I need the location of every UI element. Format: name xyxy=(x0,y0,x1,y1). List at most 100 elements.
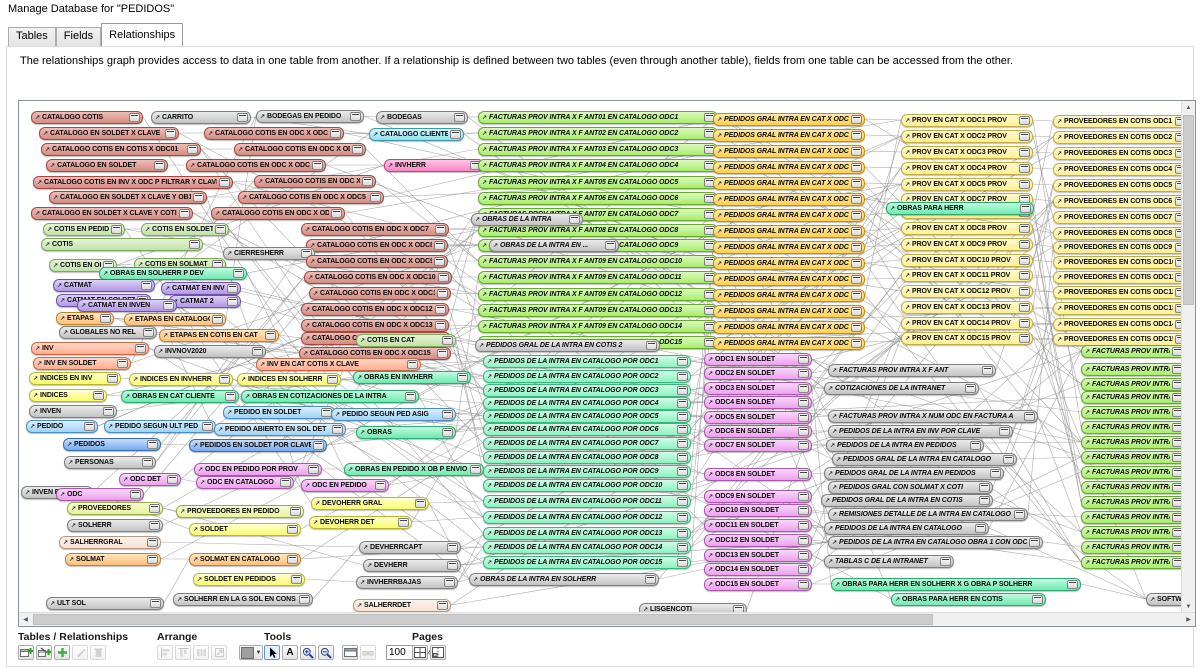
table-occurrence[interactable]: ↗ PEDIDOS DE LA INTRA EN CATALOGO POR ODC… xyxy=(483,479,691,492)
collapse-button[interactable] xyxy=(142,458,153,467)
table-occurrence[interactable]: ↗ OBRAS EN COTIZACIONES DE LA INTRA xyxy=(241,390,419,403)
table-occurrence[interactable]: ↗ OBRAS DE LA INTRA EN SOLHERR xyxy=(469,573,659,586)
collapse-button[interactable] xyxy=(1019,132,1030,141)
collapse-button[interactable] xyxy=(1172,393,1182,402)
collapse-button[interactable] xyxy=(1029,538,1040,547)
table-occurrence[interactable]: ↗FACTURAS PROV INTRA X F ANT09 EN CATALO… xyxy=(478,288,718,301)
table-occurrence[interactable]: ↗ PEDIDOS DE LA INTRA EN CATALOGO POR ODC… xyxy=(483,370,691,383)
table-occurrence[interactable]: ↗ OBRAS EN SOLHERR P DEV xyxy=(99,267,247,280)
table-occurrence[interactable]: ↗ FACTURAS PROV INTRA X NUM ODC EN FACTUR… xyxy=(828,410,1038,423)
collapse-button[interactable] xyxy=(442,428,453,437)
collapse-button[interactable] xyxy=(851,243,862,252)
collapse-button[interactable] xyxy=(798,413,809,422)
relationships-graph[interactable]: ↗ CATALOGO COTIS ↗ CARRITO ↗ BODEGAS EN PEDID… xyxy=(18,100,1196,627)
table-occurrence[interactable]: ↗ OBRAS PARA HERR xyxy=(886,202,1034,215)
table-occurrence[interactable]: ↗ INDICES EN INV xyxy=(29,372,121,385)
table-occurrence[interactable]: ↗ PROVEEDORES EN COTIS ODC5 xyxy=(1053,179,1182,192)
collapse-button[interactable] xyxy=(645,575,656,584)
table-occurrence[interactable]: ↗ TABLAS C DE LA INTRANET xyxy=(824,555,954,568)
collapse-button[interactable] xyxy=(798,355,809,364)
collapse-button[interactable] xyxy=(1175,181,1182,190)
table-occurrence[interactable]: ↗CATMAT 2 xyxy=(169,295,241,308)
table-occurrence[interactable]: ↗ COTIS EN CAT xyxy=(356,334,456,347)
collapse-button[interactable] xyxy=(437,289,448,298)
collapse-button[interactable] xyxy=(84,422,95,431)
table-occurrence[interactable]: ↗ ODC EN PEDIDO POR PROV xyxy=(194,463,322,476)
table-occurrence[interactable]: ↗ FACTURAS PROV INTRA X F ANT08 EN CATALO… xyxy=(478,224,718,237)
table-occurrence[interactable]: ↗ PEDIDOS DE LA INTRA EN CATALOGO POR ODC… xyxy=(483,511,691,524)
table-occurrence[interactable]: ↗ ODC EN CATALOGO xyxy=(196,476,294,489)
table-occurrence[interactable]: ↗ PEDIDO SEGUN PED ASIG xyxy=(331,408,456,421)
table-occurrence[interactable]: ↗ DEVHERRCAPT xyxy=(359,541,461,554)
collapse-button[interactable] xyxy=(677,481,688,490)
collapse-button[interactable] xyxy=(1019,256,1030,265)
collapse-button[interactable] xyxy=(299,595,310,604)
table-occurrence[interactable]: ↗ PEDIDOS GRAL INTRA EN CAT X ODC4 xyxy=(713,161,865,174)
collapse-button[interactable] xyxy=(1067,580,1078,589)
collapse-button[interactable] xyxy=(350,112,361,121)
collapse-button[interactable] xyxy=(677,543,688,552)
table-occurrence[interactable]: ↗ PROVEEDORES EN COTIS ODC8 xyxy=(1053,227,1182,240)
table-occurrence[interactable]: ↗ CARRITO xyxy=(151,111,251,124)
collapse-button[interactable] xyxy=(1175,320,1182,329)
table-occurrence[interactable]: ↗ PEDIDOS DE LA INTRA EN INV POR CLAVE xyxy=(828,425,1013,438)
table-occurrence[interactable]: ↗ PEDIDOS EN SOLDET POR CLAVE xyxy=(189,439,327,452)
table-occurrence[interactable]: ↗ OBRAS DE LA INTRA xyxy=(471,213,583,226)
table-occurrence[interactable]: ↗ INDICES xyxy=(29,389,107,402)
table-occurrence[interactable]: ↗ PROVEEDORES EN COTIS ODC6 xyxy=(1053,195,1182,208)
collapse-button[interactable] xyxy=(237,113,248,122)
collapse-button[interactable] xyxy=(798,398,809,407)
page-breaks-button[interactable] xyxy=(430,645,446,660)
table-occurrence[interactable]: ↗ CATALOGO EN SOLDET X CLAVE xyxy=(39,127,179,140)
table-occurrence[interactable]: ↗ CATALOGO COTIS EN ODC X ODC8 xyxy=(306,239,448,252)
collapse-button[interactable] xyxy=(405,392,416,401)
collapse-button[interactable] xyxy=(979,496,990,505)
collapse-button[interactable] xyxy=(291,575,302,584)
collapse-button[interactable] xyxy=(193,193,204,202)
collapse-button[interactable] xyxy=(362,177,373,186)
scroll-down-arrow-icon[interactable]: ▼ xyxy=(1185,603,1192,610)
table-occurrence[interactable]: ↗ PEDIDOS DE LA INTRA EN CATALOGO POR ODC… xyxy=(483,384,691,397)
collapse-button[interactable] xyxy=(167,475,178,484)
page-grid-button[interactable] xyxy=(412,645,428,660)
collapse-button[interactable] xyxy=(982,366,993,375)
collapse-button[interactable] xyxy=(1175,273,1182,282)
table-occurrence[interactable]: ↗ ODC15 EN SOLDET xyxy=(704,578,812,591)
table-occurrence[interactable]: ↗FACTURAS PROV INTRA X F ANT09 EN CATALO… xyxy=(478,271,718,284)
table-occurrence[interactable]: ↗ CATMAT EN INVEN xyxy=(77,299,177,312)
collapse-button[interactable] xyxy=(447,543,458,552)
collapse-button[interactable] xyxy=(1020,204,1031,213)
collapse-button[interactable] xyxy=(1175,117,1182,126)
collapse-button[interactable] xyxy=(212,315,223,324)
text-tool-button[interactable]: A xyxy=(282,645,298,660)
collapse-button[interactable] xyxy=(1175,213,1182,222)
table-occurrence[interactable]: ↗ PEDIDOS DE LA INTRA EN CATALOGO POR ODC… xyxy=(483,355,691,368)
collapse-button[interactable] xyxy=(1172,543,1182,552)
table-occurrence[interactable]: ↗ PEDIDOS DE LA INTRA EN CATALOGO POR ODC… xyxy=(483,495,691,508)
collapse-button[interactable] xyxy=(1019,240,1030,249)
collapse-button[interactable] xyxy=(154,161,165,170)
table-occurrence[interactable]: ↗ PROV EN CAT X ODC3 PROV xyxy=(901,146,1033,159)
tab-tables[interactable]: Tables xyxy=(8,27,56,46)
table-occurrence[interactable]: ↗ CATALOGO COTIS EN ODC X ODC1 xyxy=(204,127,344,140)
collapse-button[interactable] xyxy=(677,529,688,538)
select-tool-button[interactable] xyxy=(264,645,280,660)
collapse-button[interactable] xyxy=(265,331,276,340)
collapse-button[interactable] xyxy=(851,307,862,316)
table-occurrence[interactable]: ↗ PROV EN CAT X ODC4 PROV xyxy=(901,162,1033,175)
zoom-percentage-input[interactable] xyxy=(386,645,416,660)
vertical-scroll-thumb[interactable] xyxy=(1183,115,1194,305)
table-occurrence[interactable]: ↗ SOLMAT xyxy=(65,553,161,566)
table-occurrence[interactable]: ↗ PROVEEDORES EN COTIS ODC12 xyxy=(1053,286,1182,299)
collapse-button[interactable] xyxy=(677,372,688,381)
table-occurrence[interactable]: ↗ FACTURAS PROV INTRA X F ANT04 EN CATALO… xyxy=(478,159,718,172)
table-occurrence[interactable]: ↗ PEDIDOS GRAL INTRA EN CAT X ODC5 xyxy=(713,177,865,190)
table-occurrence[interactable]: ↗ SALHERRDET xyxy=(353,599,451,612)
collapse-button[interactable] xyxy=(434,257,445,266)
collapse-button[interactable] xyxy=(851,147,862,156)
collapse-button[interactable] xyxy=(454,113,465,122)
collapse-button[interactable] xyxy=(1172,528,1182,537)
table-occurrence[interactable]: ↗ PROV EN CAT X ODC1 PROV xyxy=(901,114,1033,127)
table-occurrence[interactable]: ↗ ODC6 EN SOLDET xyxy=(704,425,812,438)
table-occurrence[interactable]: ↗ PROV EN CAT X ODC8 PROV xyxy=(901,222,1033,235)
